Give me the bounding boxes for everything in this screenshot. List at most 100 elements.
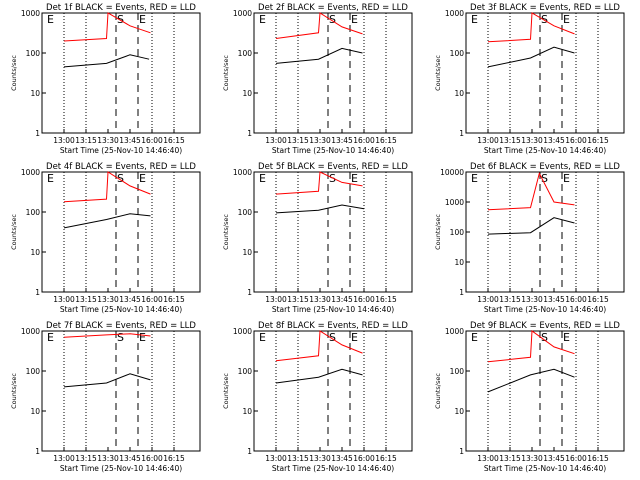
y-axis-label: Counts/sec <box>434 214 442 250</box>
x-tick-label: 16:15 <box>587 136 609 145</box>
end-marker: E <box>563 172 570 185</box>
y-tick-label: 10 <box>30 407 40 416</box>
series-lld <box>275 171 363 195</box>
series-lld <box>63 171 151 203</box>
plot-frame <box>41 12 201 134</box>
y-axis-label: Counts/sec <box>10 55 18 91</box>
x-tick-label: 13:15 <box>287 136 309 145</box>
end-marker: E <box>351 13 358 26</box>
end-marker-left: E <box>259 331 266 344</box>
plot-frame <box>41 171 201 293</box>
y-tick-label: 100 <box>238 367 253 376</box>
x-tick-label: 16:00 <box>353 136 375 145</box>
x-tick-label: 13:45 <box>119 136 141 145</box>
x-tick-label: 16:00 <box>141 295 163 304</box>
y-tick-label: 100 <box>26 367 41 376</box>
x-tick-label: 13:00 <box>477 136 499 145</box>
series-lld <box>63 333 151 338</box>
end-marker: E <box>563 13 570 26</box>
y-tick-label: 1000 <box>233 9 252 18</box>
panel-title: Det 8f BLACK = Events, RED = LLD <box>258 321 408 331</box>
series-lld <box>487 172 575 211</box>
x-tick-label: 13:30 <box>521 136 543 145</box>
series-events <box>63 54 150 68</box>
panel-det-9: Det 9f BLACK = Events, RED = LLD 1 10 100 10… <box>434 321 625 473</box>
y-axis-label: Counts/sec <box>222 55 230 91</box>
x-tick-label: 13:30 <box>521 295 543 304</box>
end-marker: E <box>563 331 570 344</box>
x-tick-label: 13:45 <box>543 454 565 463</box>
y-tick-label: 1 <box>459 288 464 297</box>
x-tick-label: 16:15 <box>163 454 185 463</box>
x-tick-label: 13:45 <box>331 295 353 304</box>
x-axis-label: Start Time (25-Nov-10 14:46:40) <box>272 146 394 155</box>
y-tick-label: 100 <box>26 208 41 217</box>
x-tick-label: 16:00 <box>141 136 163 145</box>
panel-title: Det 6f BLACK = Events, RED = LLD <box>470 162 620 172</box>
x-axis-label: Start Time (25-Nov-10 14:46:40) <box>272 464 394 473</box>
panel-title: Det 2f BLACK = Events, RED = LLD <box>258 3 408 13</box>
x-tick-label: 13:15 <box>75 454 97 463</box>
x-tick-label: 13:30 <box>309 454 331 463</box>
start-marker: S <box>541 13 548 26</box>
end-marker-left: E <box>259 172 266 185</box>
x-tick-label: 16:15 <box>587 454 609 463</box>
y-tick-label: 1000 <box>445 198 464 207</box>
end-marker: E <box>351 331 358 344</box>
x-tick-label: 13:45 <box>543 295 565 304</box>
x-tick-label: 13:45 <box>331 136 353 145</box>
y-tick-label: 100 <box>238 49 253 58</box>
panel-title: Det 7f BLACK = Events, RED = LLD <box>46 321 196 331</box>
start-marker: S <box>541 331 548 344</box>
x-tick-label: 13:30 <box>97 136 119 145</box>
y-axis-label: Counts/sec <box>10 214 18 250</box>
y-tick-label: 100 <box>238 208 253 217</box>
x-axis-label: Start Time (25-Nov-10 14:46:40) <box>60 464 182 473</box>
series-lld <box>487 12 575 43</box>
y-tick-label: 10 <box>242 407 252 416</box>
end-marker-left: E <box>471 331 478 344</box>
panel-det-5: Det 5f BLACK = Events, RED = LLD 1 10 100 10… <box>222 162 413 314</box>
y-tick-label: 1000 <box>21 327 40 336</box>
y-tick-label: 1 <box>459 447 464 456</box>
y-tick-label: 100 <box>450 49 465 58</box>
panel-title: Det 4f BLACK = Events, RED = LLD <box>46 162 196 172</box>
end-marker-left: E <box>47 331 54 344</box>
y-tick-label: 1 <box>247 447 252 456</box>
y-axis-label: Counts/sec <box>434 55 442 91</box>
y-tick-label: 1 <box>35 447 40 456</box>
x-tick-label: 16:15 <box>375 295 397 304</box>
y-tick-label: 1000 <box>21 168 40 177</box>
end-marker-left: E <box>47 13 54 26</box>
x-tick-label: 13:15 <box>287 295 309 304</box>
x-axis-label: Start Time (25-Nov-10 14:46:40) <box>60 146 182 155</box>
plot-frame <box>41 330 201 452</box>
end-marker-left: E <box>259 13 266 26</box>
start-marker: S <box>329 13 336 26</box>
end-marker-left: E <box>47 172 54 185</box>
x-tick-label: 13:00 <box>477 454 499 463</box>
x-tick-label: 13:30 <box>309 295 331 304</box>
x-tick-label: 13:45 <box>331 454 353 463</box>
x-tick-label: 16:15 <box>163 295 185 304</box>
x-tick-label: 13:00 <box>53 136 75 145</box>
x-tick-label: 16:00 <box>565 136 587 145</box>
end-marker-left: E <box>471 13 478 26</box>
x-axis-label: Start Time (25-Nov-10 14:46:40) <box>272 305 394 314</box>
x-tick-label: 13:00 <box>53 295 75 304</box>
x-tick-label: 13:00 <box>265 454 287 463</box>
y-tick-label: 10 <box>242 89 252 98</box>
x-tick-label: 16:00 <box>565 295 587 304</box>
x-tick-label: 13:15 <box>287 454 309 463</box>
end-marker-left: E <box>471 172 478 185</box>
x-tick-label: 16:00 <box>565 454 587 463</box>
y-axis-label: Counts/sec <box>434 373 442 409</box>
y-tick-label: 1 <box>247 288 252 297</box>
panel-title: Det 5f BLACK = Events, RED = LLD <box>258 162 408 172</box>
series-events <box>275 368 363 384</box>
x-tick-label: 13:00 <box>477 295 499 304</box>
panel-det-1: Det 1f BLACK = Events, RED = LLD 1 10 100 10… <box>10 3 201 155</box>
end-marker: E <box>139 331 146 344</box>
x-tick-label: 16:15 <box>375 454 397 463</box>
